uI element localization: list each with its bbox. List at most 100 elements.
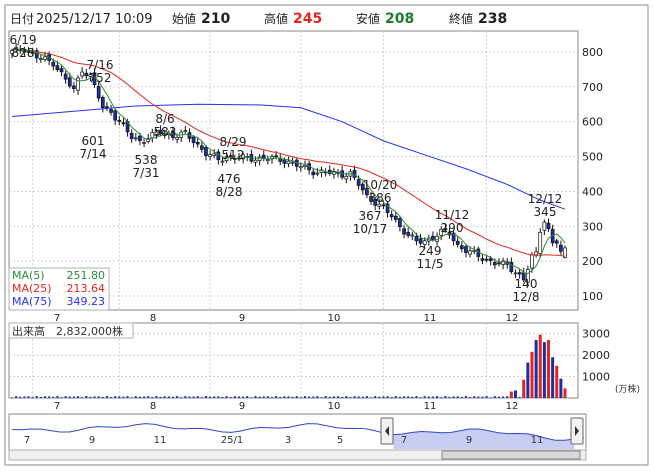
left-arrow-icon: [385, 426, 389, 436]
ma5-line: [11, 48, 566, 275]
volume-bar: [551, 357, 555, 398]
volume-bar: [353, 396, 356, 398]
volume-bar: [489, 397, 492, 398]
candle-body: [393, 215, 398, 220]
volume-bar: [279, 396, 282, 398]
price-tick-label: 800: [582, 46, 603, 59]
candle-body: [117, 119, 122, 122]
high-label: 高値: [264, 11, 288, 26]
volume-bar: [538, 334, 542, 398]
candle-body: [360, 183, 365, 191]
candle-body: [418, 238, 423, 244]
volume-bar: [436, 396, 439, 398]
candle-body: [51, 61, 56, 67]
candle-body: [274, 155, 278, 158]
volume-bar: [68, 396, 71, 398]
volume-bar: [163, 396, 166, 398]
candle-body: [406, 232, 411, 236]
volume-bar: [101, 396, 104, 398]
candle-body: [286, 160, 291, 164]
volume-bar: [497, 396, 500, 398]
navigator-label: 9: [89, 435, 95, 446]
annotation-label: 6/19: [10, 33, 37, 47]
volume-bar: [225, 396, 228, 398]
volume-bar: [64, 396, 67, 398]
candle-body: [443, 228, 448, 231]
volume-bar: [72, 396, 75, 398]
volume-tick-label: 2000: [582, 349, 610, 362]
volume-bar: [44, 396, 47, 398]
volume-bar: [407, 396, 410, 398]
volume-bar: [31, 397, 34, 398]
volume-bar: [52, 396, 55, 398]
volume-bar: [138, 396, 141, 398]
volume-bar: [502, 396, 505, 398]
candle-body: [228, 155, 233, 157]
candle-body: [377, 203, 382, 207]
volume-bar: [89, 396, 92, 398]
candle-body: [282, 159, 287, 164]
month-label: 9: [239, 401, 245, 412]
annotation-label: 12/8: [513, 290, 540, 304]
volume-bar: [105, 396, 108, 398]
range-scrollbar-thumb[interactable]: [441, 450, 581, 460]
right-arrow-icon: [575, 426, 579, 436]
candle-body: [455, 240, 460, 245]
annotation-label: 7/14: [80, 147, 107, 161]
candle-body: [72, 85, 76, 89]
candle-body: [154, 131, 159, 135]
volume-bar: [509, 391, 513, 398]
navigator-label: 5: [337, 435, 343, 446]
right-handle[interactable]: [570, 417, 584, 445]
annotation-label: 7/16: [87, 58, 114, 72]
left-handle[interactable]: [380, 417, 394, 445]
ma25-line: [11, 48, 566, 257]
price-tick-label: 300: [582, 220, 603, 233]
candle-body: [76, 77, 80, 91]
close-label: 終値: [449, 11, 473, 26]
candle-body: [488, 258, 493, 261]
volume-bar: [60, 397, 63, 398]
candle-body: [204, 147, 208, 156]
candle-body: [563, 247, 567, 259]
navigator-selected-area: [393, 428, 575, 449]
volume-bar: [341, 396, 344, 398]
candle-body: [67, 77, 72, 87]
ma25-legend-label: MA(25): [12, 282, 52, 295]
volume-bar: [423, 396, 426, 398]
volume-bar: [431, 396, 434, 398]
price-tick-label: 600: [582, 116, 603, 129]
volume-bar: [394, 396, 397, 398]
candle-body: [480, 258, 485, 261]
navigator-label: 25/1: [221, 435, 243, 446]
volume-bar: [427, 396, 430, 398]
annotation-label: 512: [222, 148, 245, 162]
volume-bar: [308, 396, 311, 398]
volume-bar: [452, 396, 455, 398]
volume-bar: [167, 396, 170, 398]
candle-body: [517, 272, 522, 275]
volume-bar: [448, 396, 451, 398]
annotation-label: 367: [359, 209, 382, 223]
volume-bar: [563, 388, 567, 398]
volume-bar: [546, 340, 550, 398]
volume-bar: [485, 396, 488, 398]
volume-bar: [444, 396, 447, 398]
month-label: 10: [328, 401, 341, 412]
volume-bar: [332, 396, 335, 398]
price-tick-label: 400: [582, 185, 603, 198]
navigator-label: 9: [466, 435, 472, 446]
volume-bar: [266, 396, 269, 398]
annotation-label: 7/31: [133, 166, 160, 180]
ma75-legend-label: MA(75): [12, 295, 52, 308]
candle-body: [34, 50, 39, 59]
volume-bar: [415, 396, 418, 398]
volume-bar: [15, 396, 18, 398]
month-label: 11: [424, 313, 437, 324]
candle-body: [373, 198, 378, 206]
candle-body: [497, 262, 501, 265]
volume-bar: [19, 396, 22, 398]
ma-legend: MA(5) 251.80 MA(25) 213.64 MA(75) 349.23: [8, 267, 110, 311]
volume-bar: [85, 396, 88, 398]
range-scrollbar-track[interactable]: [8, 449, 587, 461]
